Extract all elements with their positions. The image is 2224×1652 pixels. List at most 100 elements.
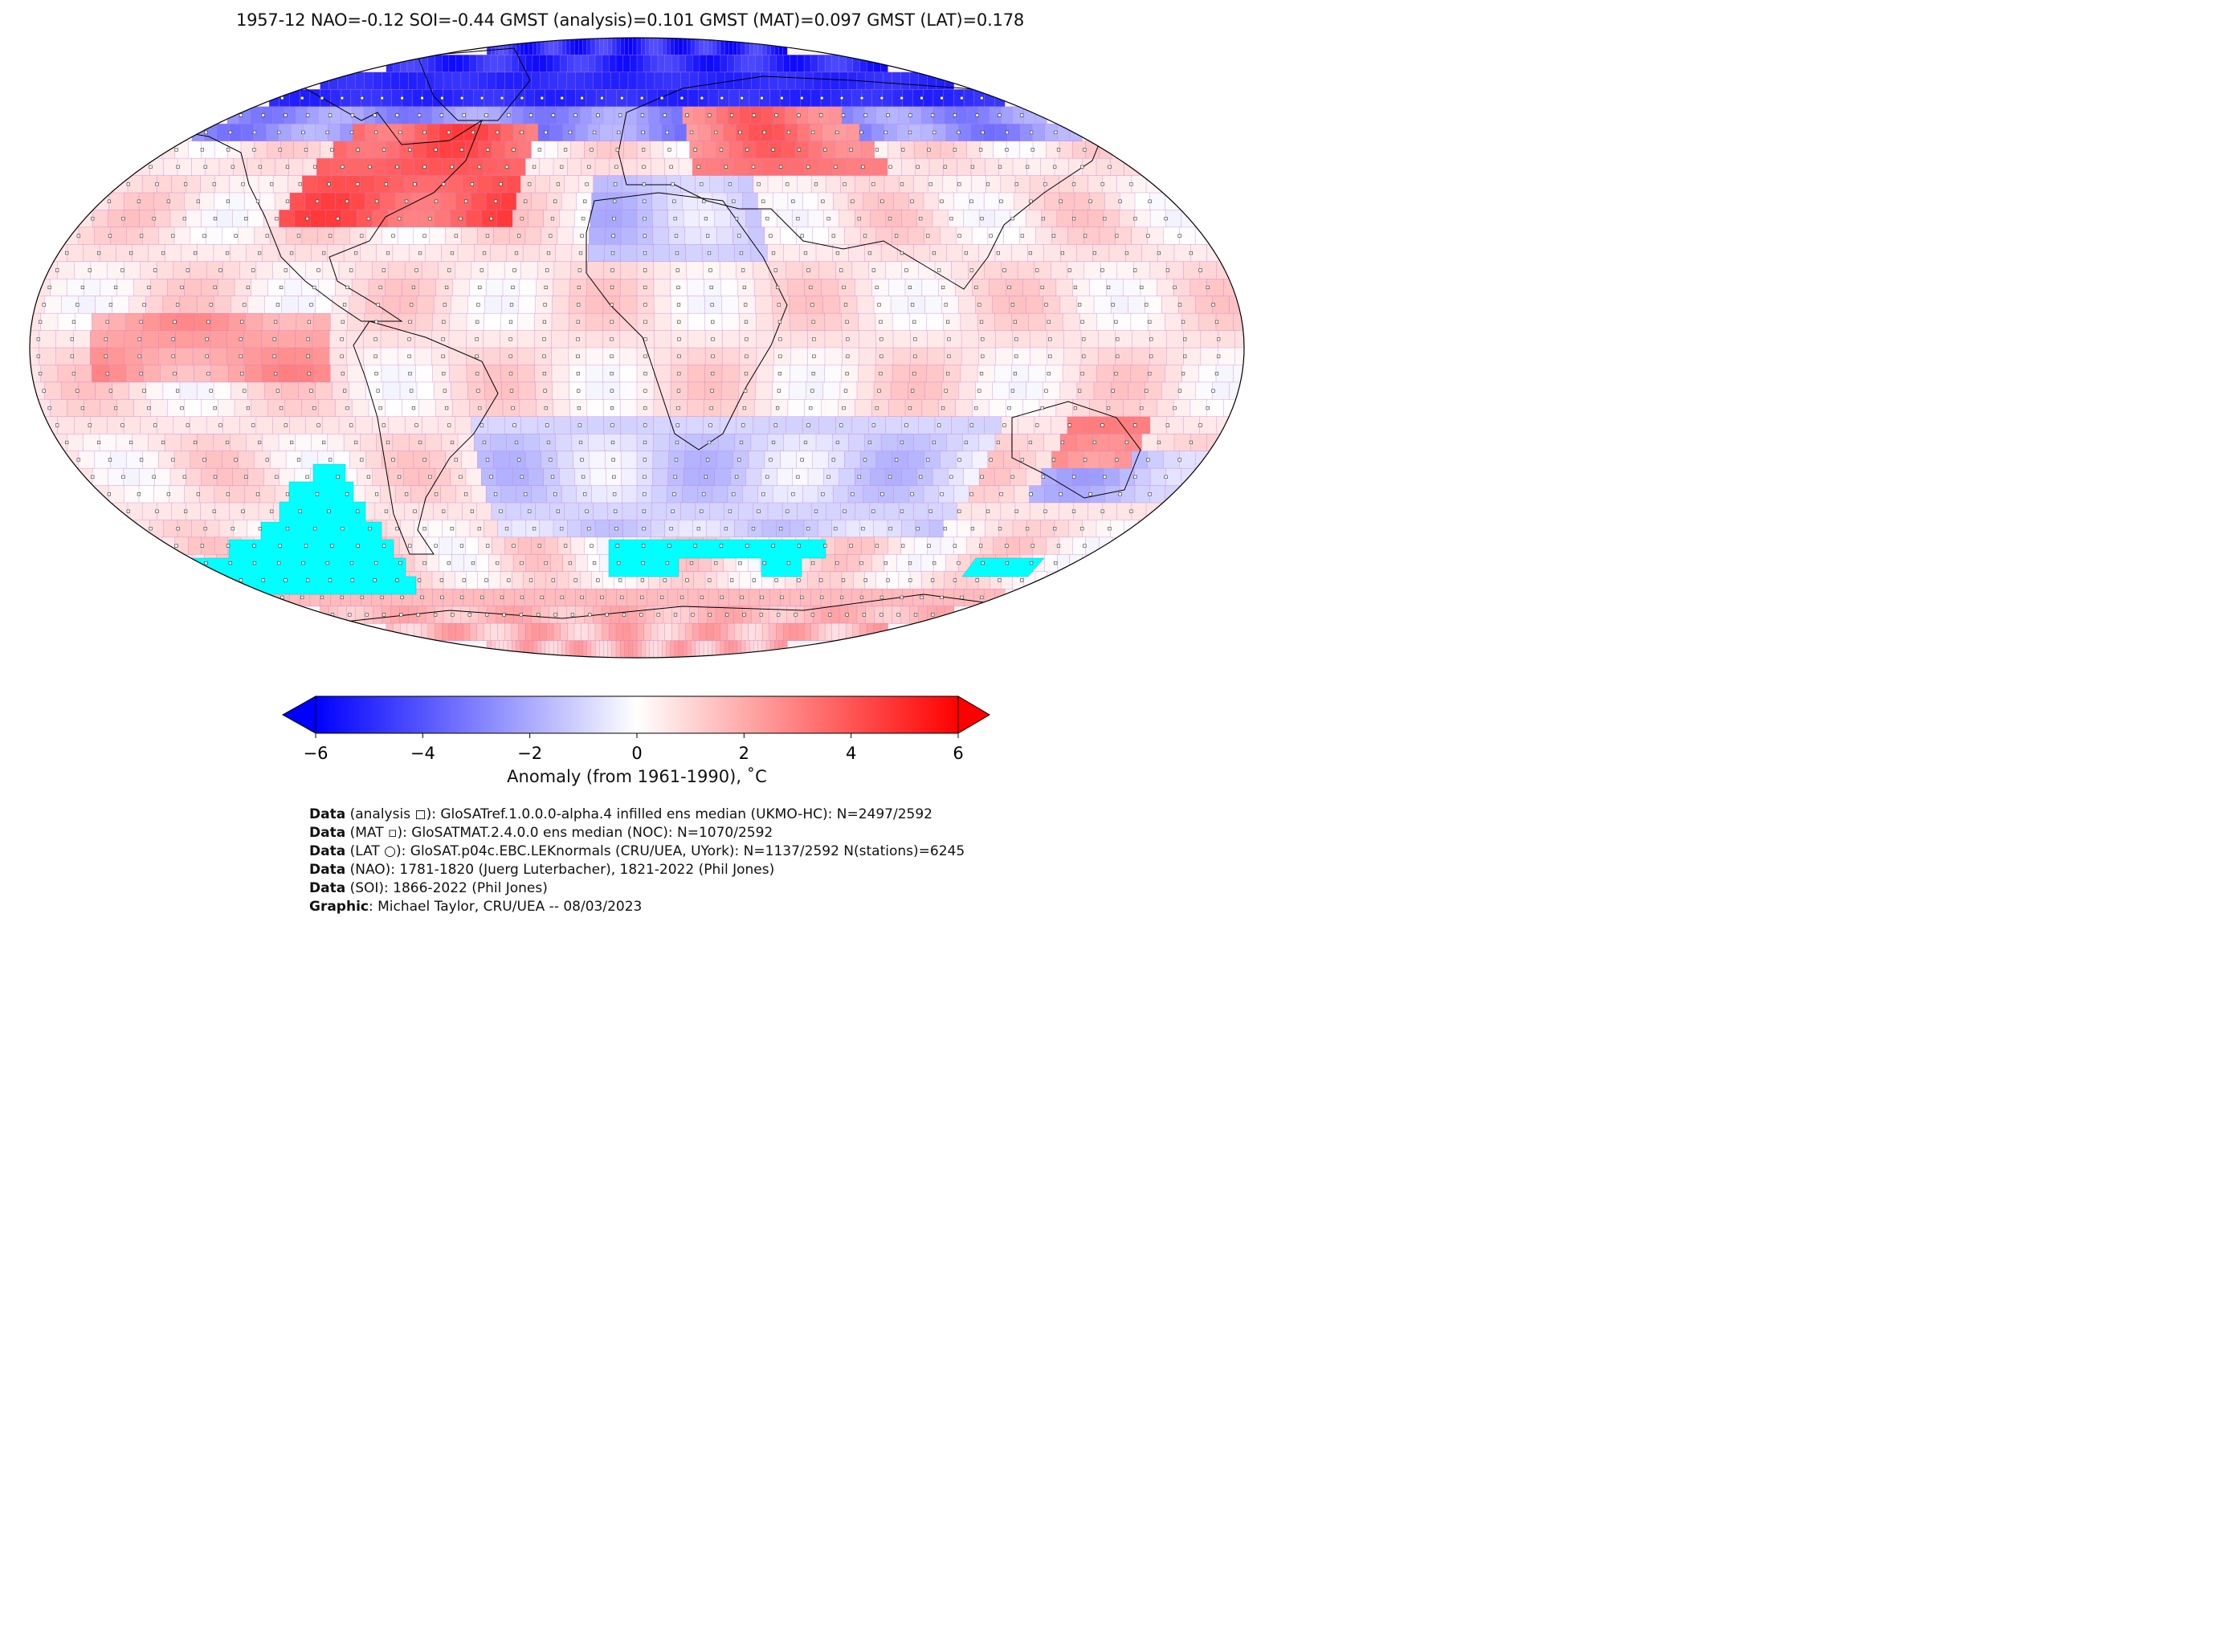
grid-cell xyxy=(807,467,824,486)
grid-cell xyxy=(141,347,159,365)
grid-cell xyxy=(388,416,406,434)
grid-cell xyxy=(757,192,773,210)
analysis-marker xyxy=(376,389,380,393)
analysis-marker xyxy=(489,217,493,221)
grid-cell xyxy=(416,296,435,314)
grid-cell xyxy=(992,296,1010,314)
grid-cell xyxy=(892,312,910,331)
analysis-marker xyxy=(356,182,360,186)
grid-cell xyxy=(630,55,638,73)
grid-cell xyxy=(560,55,568,73)
grid-cell xyxy=(1149,261,1167,279)
grid-cell xyxy=(72,330,91,349)
grid-cell xyxy=(247,381,265,400)
analysis-marker xyxy=(711,354,715,358)
grid-cell xyxy=(565,89,577,108)
analysis-marker xyxy=(778,165,783,169)
grid-cell xyxy=(761,106,774,124)
grid-cell xyxy=(1165,365,1182,383)
grid-cell xyxy=(497,157,512,176)
analysis-marker xyxy=(812,354,816,358)
grid-cell xyxy=(674,124,688,142)
grid-cell xyxy=(1165,467,1182,486)
grid-cell xyxy=(1043,244,1061,263)
grid-cell xyxy=(871,554,885,573)
grid-cell xyxy=(503,38,508,55)
analysis-marker xyxy=(1115,234,1119,238)
analysis-marker xyxy=(378,285,382,290)
grid-cell xyxy=(389,175,405,194)
grid-cell xyxy=(623,141,638,159)
analysis-marker xyxy=(422,165,426,169)
grid-cell xyxy=(1082,157,1097,176)
analysis-marker xyxy=(996,440,1000,444)
grid-cell xyxy=(602,622,610,641)
analysis-marker xyxy=(75,303,80,307)
grid-cell xyxy=(832,434,850,452)
analysis-marker xyxy=(121,475,125,479)
grid-cell xyxy=(445,226,463,245)
grid-cell xyxy=(599,38,604,55)
analysis-marker xyxy=(814,509,818,513)
grid-cell xyxy=(921,399,940,418)
grid-cell xyxy=(621,467,638,486)
grid-cell xyxy=(400,520,415,538)
analysis-marker xyxy=(408,372,412,376)
analysis-marker xyxy=(932,440,936,444)
analysis-marker xyxy=(305,475,309,479)
grid-cell xyxy=(653,261,671,279)
grid-cell xyxy=(909,71,920,90)
grid-cell xyxy=(900,606,911,624)
grid-cell xyxy=(141,502,157,520)
grid-cell xyxy=(281,296,299,314)
grid-cell xyxy=(545,38,550,55)
grid-cell xyxy=(1173,434,1191,452)
analysis-marker xyxy=(1041,475,1045,479)
analysis-marker xyxy=(285,492,290,496)
grid-cell xyxy=(682,640,688,658)
grid-cell xyxy=(1099,141,1113,159)
analysis-marker xyxy=(979,320,984,324)
grid-cell xyxy=(841,365,859,383)
grid-cell xyxy=(578,38,583,55)
grid-cell xyxy=(767,175,783,194)
grid-cell xyxy=(488,124,502,142)
grid-cell xyxy=(652,451,670,469)
analysis-marker xyxy=(47,406,51,410)
grid-cell xyxy=(410,485,426,504)
analysis-marker xyxy=(272,354,276,358)
analysis-marker xyxy=(981,354,985,358)
grid-cell xyxy=(1200,330,1218,349)
analysis-marker xyxy=(500,595,504,599)
grid-cell xyxy=(839,467,855,486)
grid-cell xyxy=(716,571,728,589)
analysis-marker xyxy=(1100,423,1104,427)
grid-cell xyxy=(812,451,829,469)
analysis-marker xyxy=(422,130,426,135)
colorbar-tick-label: 0 xyxy=(631,744,642,763)
grid-cell xyxy=(522,434,540,452)
grid-cell xyxy=(591,485,607,504)
analysis-marker xyxy=(442,182,446,186)
analysis-marker xyxy=(306,337,310,341)
analysis-marker xyxy=(373,354,377,358)
grid-cell xyxy=(955,106,968,124)
grid-cell xyxy=(467,296,485,314)
analysis-marker xyxy=(752,578,756,582)
grid-cell xyxy=(653,38,659,55)
grid-cell xyxy=(551,365,569,383)
grid-cell xyxy=(511,157,526,176)
analysis-marker xyxy=(931,113,935,117)
analysis-marker xyxy=(1149,337,1153,341)
grid-cell xyxy=(404,175,419,194)
analysis-marker xyxy=(325,561,329,565)
analysis-marker xyxy=(345,406,349,410)
grid-cell xyxy=(757,38,763,55)
grid-cell xyxy=(1124,157,1139,176)
grid-cell xyxy=(559,210,576,228)
grid-cell xyxy=(177,365,195,383)
grid-cell xyxy=(360,434,377,452)
analysis-marker xyxy=(849,148,853,152)
grid-cell xyxy=(941,296,959,314)
grid-cell xyxy=(880,622,888,641)
